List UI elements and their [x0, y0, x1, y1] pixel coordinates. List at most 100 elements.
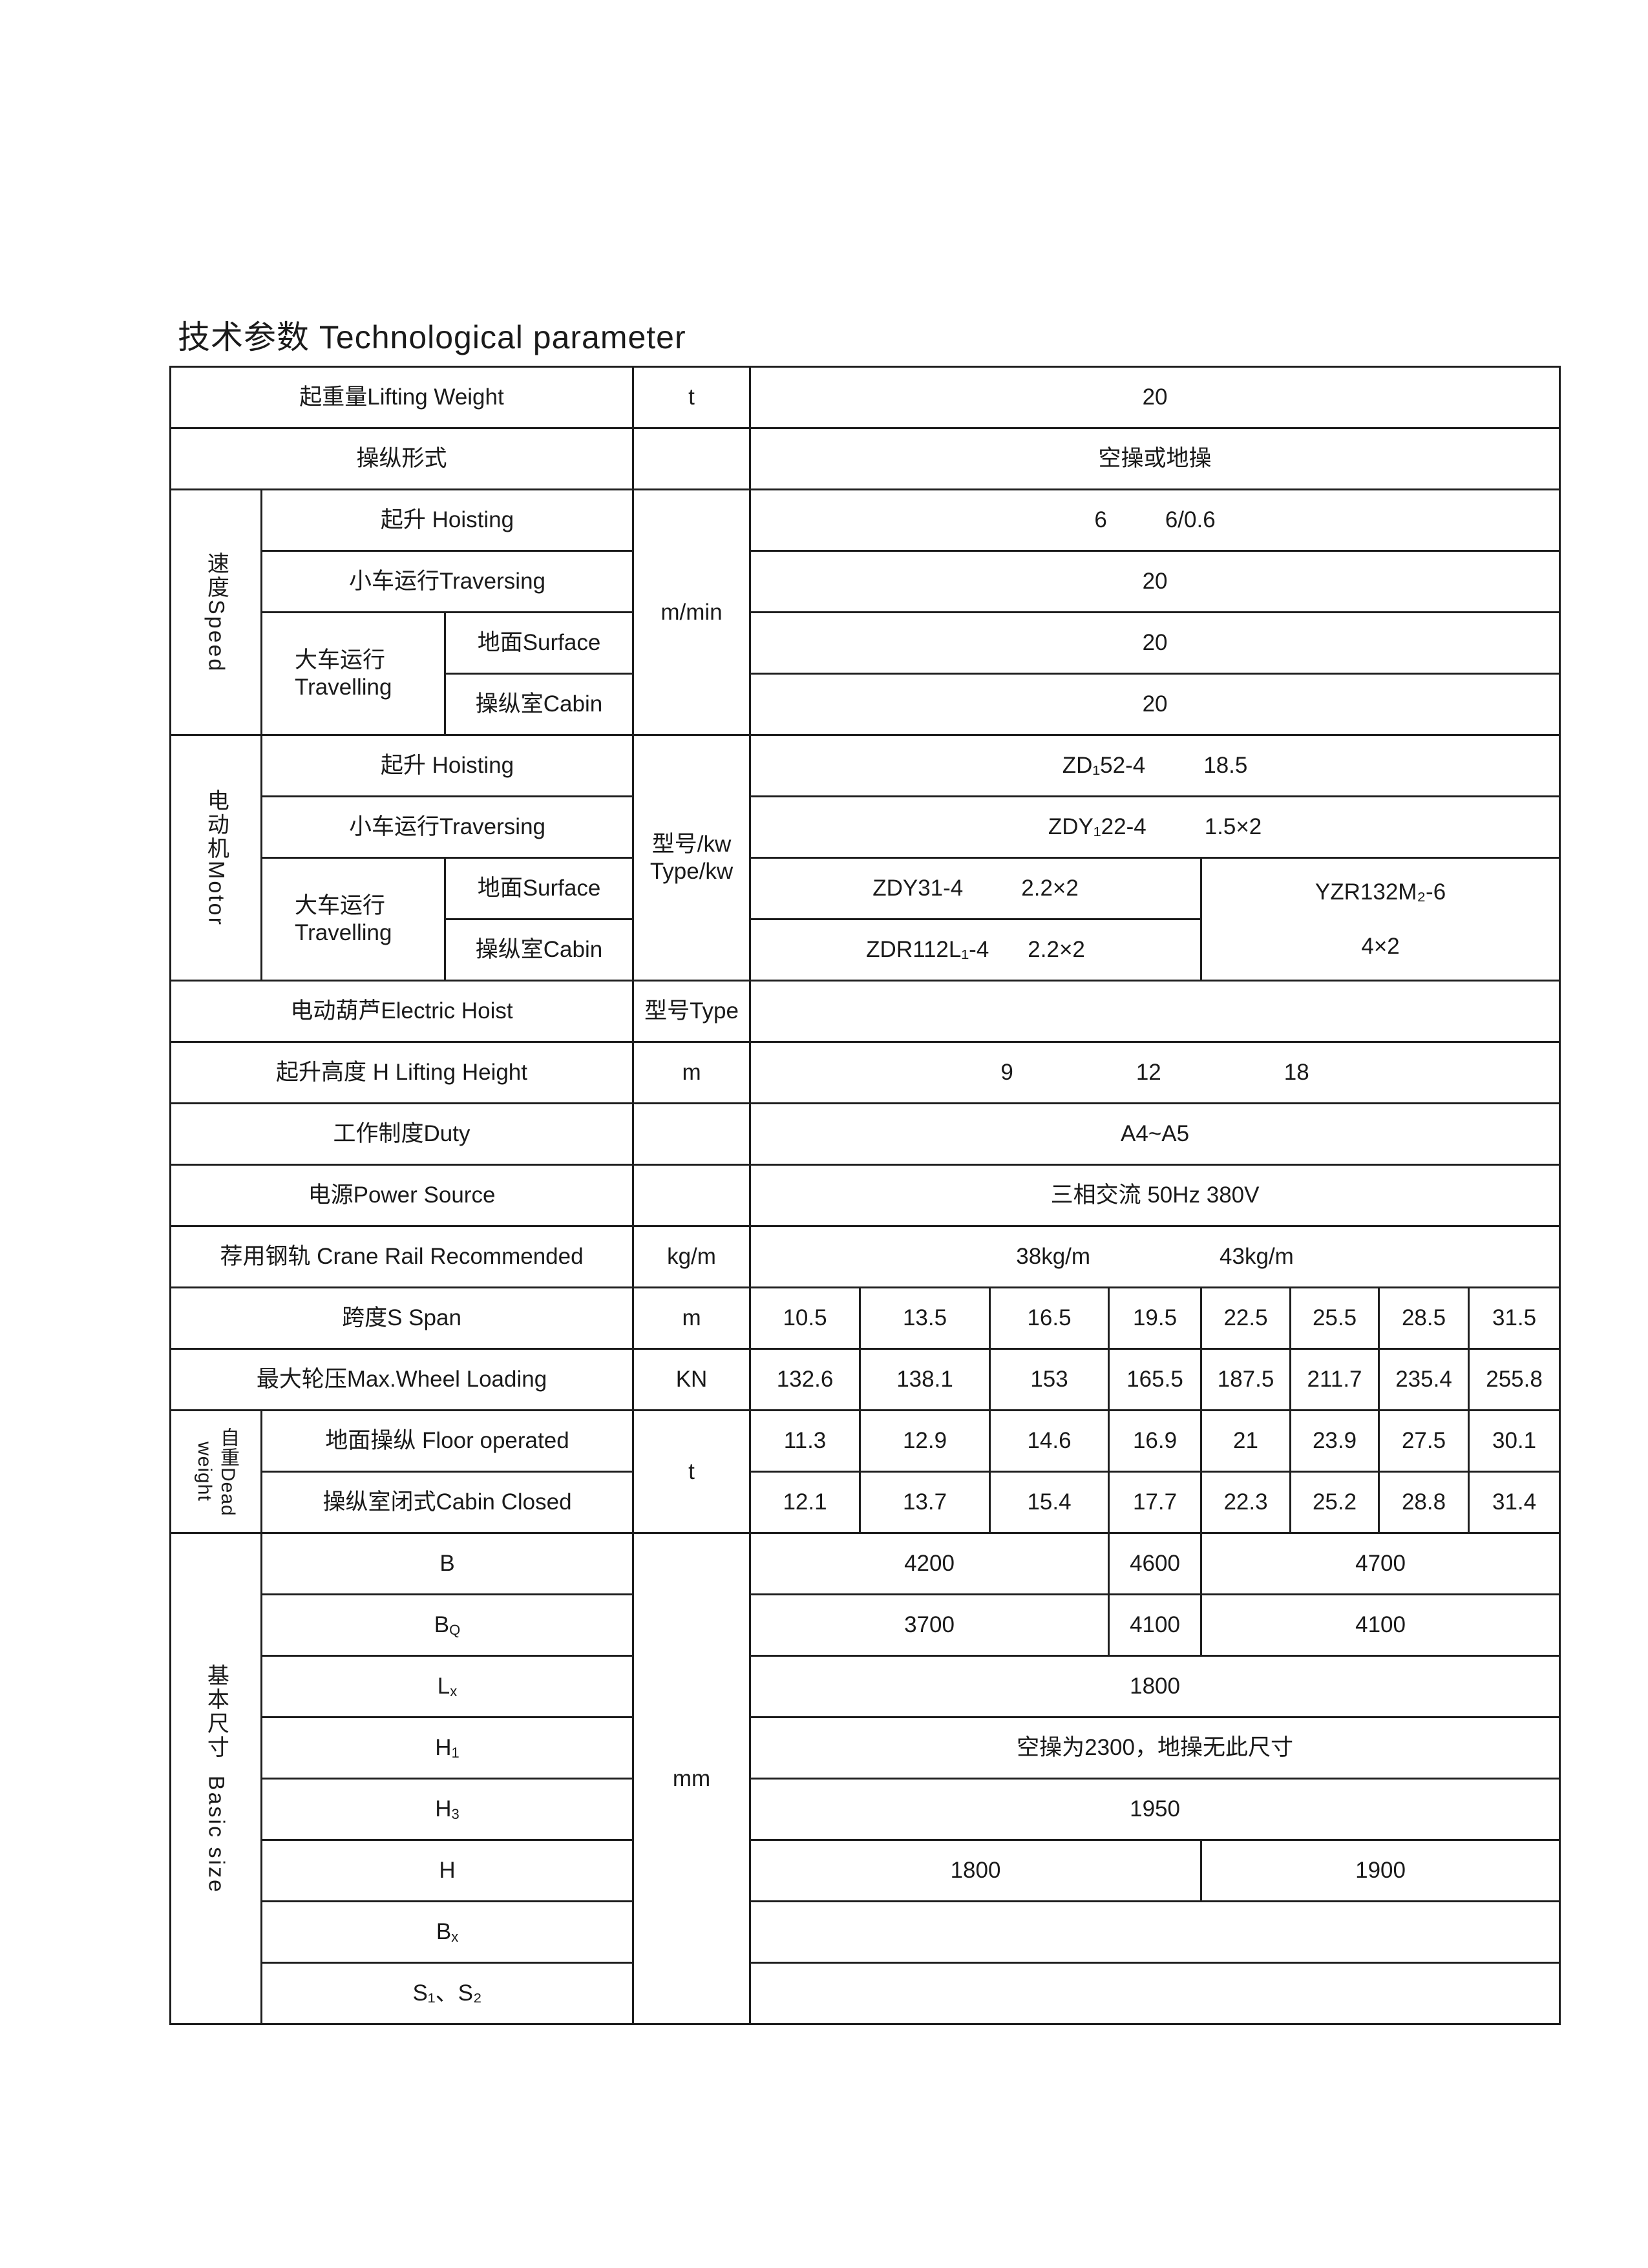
row-duty: 工作制度Duty A4~A5 — [169, 1102, 1561, 1166]
symbol: H — [435, 1734, 452, 1760]
row-label: 电动葫芦Electric Hoist — [169, 980, 635, 1043]
row-label: 小车运行Traversing — [260, 795, 635, 859]
row-motor-travelling-surface: 大车运行 Travelling 地面Surface ZDY31-4 2.2×2 YZ… — [171, 857, 1561, 982]
row-label: Lx — [260, 1655, 635, 1718]
row-lifting-weight: 起重量Lifting Weight t 20 — [169, 366, 1561, 429]
row-label: 起升高度 H Lifting Height — [169, 1041, 635, 1104]
value-cell: 16.9 — [1108, 1409, 1203, 1473]
row-label: H1 — [260, 1716, 635, 1780]
value-cell: 25.2 — [1289, 1471, 1380, 1534]
value-cell: 1800 — [749, 1655, 1561, 1718]
value-cell: 12.1 — [749, 1471, 861, 1534]
group-text: 自重Dead weight — [194, 1427, 238, 1517]
value-cell: 10.5 — [749, 1286, 861, 1350]
label-en: Travelling — [295, 919, 392, 945]
row-speed-travelling-surface: 大车运行 Travelling 地面Surface 20 — [171, 611, 1561, 736]
value-cell: 20 — [749, 673, 1561, 736]
row-label: 地面Surface — [443, 857, 635, 920]
value: 6 — [1094, 507, 1107, 532]
value-cell: 132.6 — [749, 1348, 861, 1411]
value-cell: 211.7 — [1289, 1348, 1380, 1411]
row-label: 最大轮压Max.Wheel Loading — [169, 1348, 635, 1411]
row-label: 地面Surface — [443, 611, 635, 675]
unit-cell: 型号Type — [632, 980, 752, 1043]
row-label: 起升 Hoisting — [260, 734, 635, 797]
value-cell: 17.7 — [1108, 1471, 1203, 1534]
row-speed-traversing: 小车运行Traversing 20 — [171, 550, 1561, 613]
value: 38kg/m — [1016, 1244, 1091, 1269]
group-label-basic-size: 基本尺寸 Basic size — [169, 1532, 262, 2025]
value-cell: 20 — [749, 550, 1561, 613]
value-cell: 16.5 — [989, 1286, 1110, 1350]
group-label-motor: 电动机Motor — [169, 734, 262, 982]
row-speed-travelling-cabin: 操纵室Cabin 20 — [171, 673, 1561, 736]
travelling-label: 大车运行 Travelling — [260, 857, 446, 982]
value-cell: 13.5 — [859, 1286, 991, 1350]
unit-cell: t — [632, 1409, 752, 1534]
row-motor-traversing: 小车运行Traversing ZDY₁22-4 1.5×2 — [171, 795, 1561, 859]
row-wheel-loading: 最大轮压Max.Wheel Loading KN 132.6 138.1 153… — [169, 1348, 1561, 1411]
row-motor-travelling-cabin: 操纵室Cabin ZDR112L₁-4 2.2×2 — [171, 918, 1560, 982]
value-cell: 19.5 — [1108, 1286, 1203, 1350]
symbol: B — [434, 1612, 450, 1637]
row-label: 地面操纵 Floor operated — [260, 1409, 635, 1473]
value-cell: 1900 — [1200, 1839, 1561, 1902]
value: 18 — [1284, 1060, 1309, 1085]
value-cell: 9 12 18 — [749, 1041, 1561, 1104]
row-label: 跨度S Span — [169, 1286, 635, 1350]
subscript: 1 — [451, 1744, 460, 1761]
value-cell: 20 — [749, 366, 1561, 429]
group-text: 电动机Motor — [204, 789, 229, 927]
row-label: BQ — [260, 1593, 635, 1657]
row-label: H3 — [260, 1778, 635, 1841]
power: 4×2 — [1361, 933, 1400, 959]
value-cell — [749, 1962, 1561, 2025]
row-size-BQ: BQ 3700 4100 4100 — [171, 1593, 1561, 1657]
value-cell: ZDR112L₁-4 2.2×2 — [749, 918, 1203, 982]
row-speed-hoisting: 速度Speed 起升 Hoisting m/min 6 6/0.6 — [169, 488, 1561, 736]
power: 2.2×2 — [1021, 876, 1079, 901]
value-cell: 14.6 — [989, 1409, 1110, 1473]
group-label-speed: 速度Speed — [169, 488, 262, 736]
model: ZDY₁22-4 — [1048, 814, 1146, 839]
row-label: 操纵室Cabin — [443, 673, 635, 736]
value-cell: 255.8 — [1468, 1348, 1561, 1411]
label-cn: 大车运行 — [295, 892, 386, 918]
value-cell: ZDY31-4 2.2×2 — [749, 857, 1203, 920]
row-size-H: H 1800 1900 — [171, 1839, 1561, 1902]
row-label: 操纵形式 — [169, 427, 635, 490]
value-cell: 31.5 — [1468, 1286, 1561, 1350]
power: 1.5×2 — [1204, 814, 1262, 839]
unit-cell: 型号/kw Type/kw — [632, 734, 752, 982]
value-cell: 12.9 — [859, 1409, 991, 1473]
unit-cell: m — [632, 1041, 752, 1104]
label-en: Travelling — [295, 674, 392, 700]
value-cell: 165.5 — [1108, 1348, 1203, 1411]
value-cell: 28.5 — [1378, 1286, 1470, 1350]
value-cell: 22.3 — [1200, 1471, 1292, 1534]
value-cell: 15.4 — [989, 1471, 1110, 1534]
row-size-H1: H1 空操为2300，地操无此尺寸 — [171, 1716, 1561, 1780]
value-cell: 153 — [989, 1348, 1110, 1411]
row-crane-rail: 荐用钢轨 Crane Rail Recommended kg/m 38kg/m 4… — [169, 1225, 1561, 1288]
value-cell: 3700 — [749, 1593, 1110, 1657]
value-cell: ZD₁52-4 18.5 — [749, 734, 1561, 797]
model: ZDR112L₁-4 — [866, 937, 989, 962]
group-text: 基本尺寸 Basic size — [204, 1663, 229, 1894]
power: 18.5 — [1203, 753, 1248, 778]
value-cell — [749, 1900, 1561, 1964]
value-cell: 4200 — [749, 1532, 1110, 1595]
value: 9 — [1000, 1060, 1013, 1085]
value-cell: 4600 — [1108, 1532, 1203, 1595]
value-cell: 三相交流 50Hz 380V — [749, 1164, 1561, 1227]
row-label: 荐用钢轨 Crane Rail Recommended — [169, 1225, 635, 1288]
row-label: 起重量Lifting Weight — [169, 366, 635, 429]
value-cell: 31.4 — [1468, 1471, 1561, 1534]
symbol: B — [436, 1918, 452, 1944]
row-label: 操纵室闭式Cabin Closed — [260, 1471, 635, 1534]
value-cell: 1800 — [749, 1839, 1203, 1902]
label-cn: 大车运行 — [295, 647, 386, 673]
group-label-dead-weight: 自重Dead weight — [169, 1409, 262, 1534]
value-cell — [749, 980, 1561, 1043]
row-label: 小车运行Traversing — [260, 550, 635, 613]
